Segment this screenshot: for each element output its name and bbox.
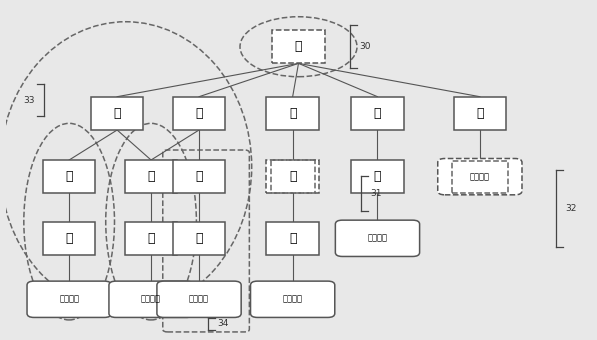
Bar — [266, 97, 319, 130]
Bar — [173, 97, 225, 130]
Text: 巴: 巴 — [66, 232, 73, 245]
Text: 斯: 斯 — [195, 232, 203, 245]
Text: 结束标志: 结束标志 — [470, 172, 490, 181]
Text: 巴: 巴 — [66, 170, 73, 183]
Text: 31: 31 — [371, 189, 382, 198]
Bar — [351, 97, 404, 130]
Bar — [272, 30, 325, 63]
Text: 结束标志: 结束标志 — [189, 295, 209, 304]
FancyBboxPatch shape — [336, 220, 420, 256]
Text: 尼: 尼 — [374, 170, 381, 183]
FancyBboxPatch shape — [438, 158, 522, 195]
Bar — [43, 160, 96, 193]
FancyBboxPatch shape — [109, 281, 193, 318]
Bar — [91, 97, 143, 130]
Text: 33: 33 — [23, 96, 35, 104]
FancyBboxPatch shape — [251, 281, 335, 318]
Bar — [173, 222, 225, 255]
Bar — [453, 161, 508, 193]
Text: 迪: 迪 — [195, 107, 203, 120]
Text: 32: 32 — [565, 204, 577, 213]
Text: 旺: 旺 — [147, 232, 155, 245]
Text: 结束标志: 结束标志 — [141, 295, 161, 304]
Text: 盟: 盟 — [476, 107, 484, 120]
Text: 结束标志: 结束标志 — [368, 234, 387, 243]
Text: 结束标志: 结束标志 — [282, 295, 303, 304]
Text: 里: 里 — [113, 107, 121, 120]
Bar — [454, 97, 506, 130]
Text: 玛: 玛 — [374, 107, 381, 120]
Bar — [351, 160, 404, 193]
Text: 鲁: 鲁 — [289, 107, 296, 120]
Text: 30: 30 — [359, 42, 371, 51]
Bar — [125, 222, 177, 255]
Text: 邦: 邦 — [289, 232, 296, 245]
Text: 34: 34 — [217, 320, 229, 328]
Bar — [271, 160, 315, 193]
Text: 达: 达 — [195, 170, 203, 183]
Bar — [266, 160, 319, 193]
Bar — [43, 222, 96, 255]
Bar — [266, 222, 319, 255]
Text: 结束标志: 结束标志 — [59, 295, 79, 304]
FancyBboxPatch shape — [157, 281, 241, 318]
Text: 克: 克 — [289, 170, 296, 183]
Text: 阿: 阿 — [295, 40, 302, 53]
FancyBboxPatch shape — [27, 281, 111, 318]
Bar — [125, 160, 177, 193]
Bar — [173, 160, 225, 193]
Text: 旺: 旺 — [147, 170, 155, 183]
